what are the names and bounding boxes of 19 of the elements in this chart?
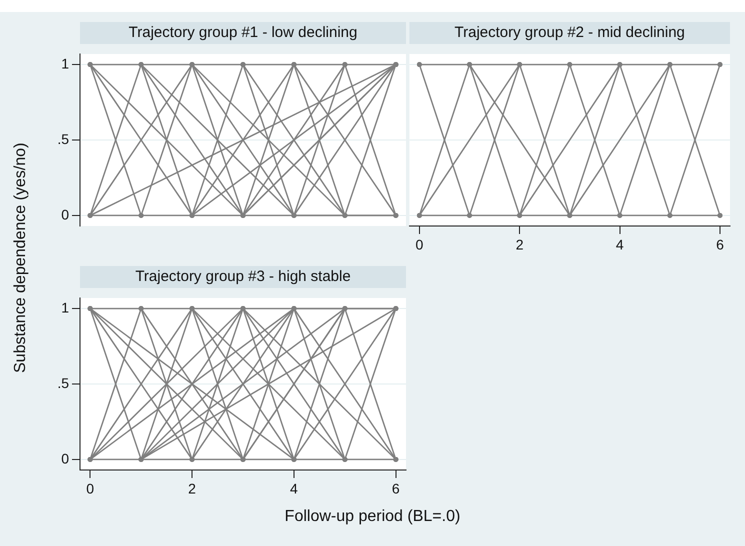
- y-tick-label: .5: [57, 374, 70, 391]
- x-tick-label: 2: [188, 480, 196, 496]
- x-tick-label: 0: [416, 236, 424, 252]
- y-axis-title: Substance dependence (yes/no): [12, 142, 30, 376]
- y-tick-label: 0: [61, 206, 70, 222]
- chart-title: Trajectory group #3 - high stable: [135, 268, 351, 286]
- x-tick-label: 6: [392, 480, 400, 496]
- x-tick-label: 6: [716, 236, 724, 252]
- chart-title: Trajectory group #1 - low declining: [128, 24, 358, 42]
- chart-title: Trajectory group #2 - mid declining: [454, 24, 685, 42]
- y-tick-label: 1: [61, 55, 70, 72]
- x-axis-title: Follow-up period (BL=.0): [284, 508, 462, 526]
- x-tick-label: 0: [86, 480, 94, 496]
- y-tick-label: 0: [61, 450, 70, 466]
- x-tick-label: 2: [516, 236, 524, 252]
- y-tick-label: 1: [61, 299, 70, 316]
- x-tick-label: 4: [290, 480, 298, 496]
- x-tick-label: 4: [616, 236, 624, 252]
- y-tick-label: .5: [57, 130, 70, 147]
